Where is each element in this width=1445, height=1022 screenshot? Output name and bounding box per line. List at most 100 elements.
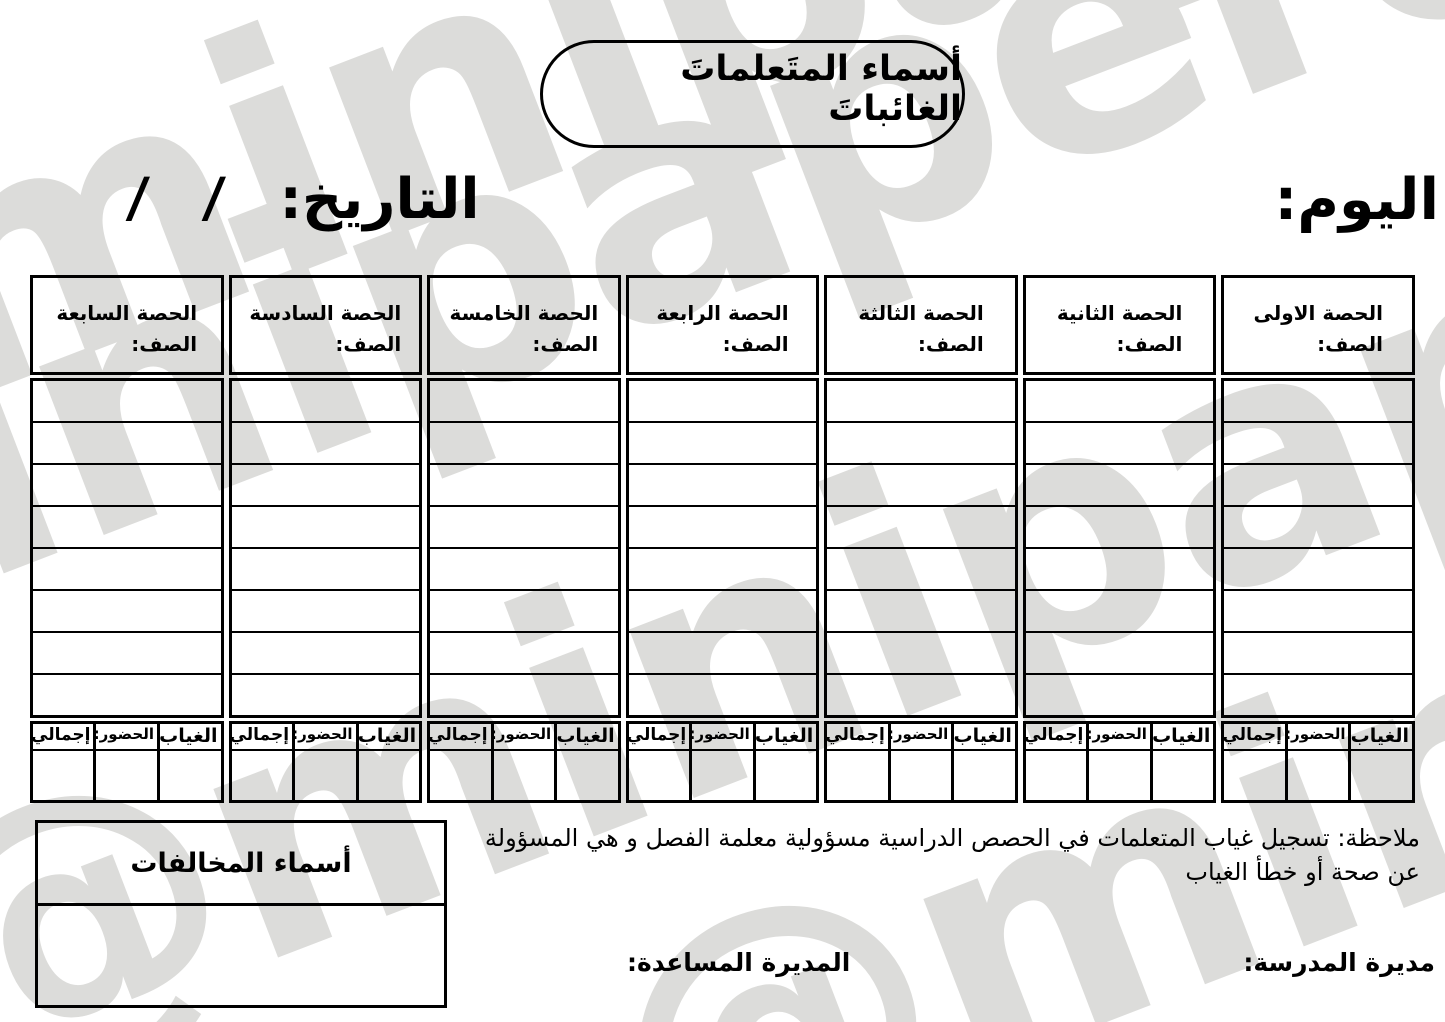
empty-name-row	[827, 633, 1015, 675]
total-value	[1026, 751, 1087, 800]
tally-row: الغياب: الحضور: إجمالي:	[228, 721, 423, 803]
absence-label: الغياب:	[1152, 724, 1214, 751]
empty-name-row	[430, 591, 618, 633]
empty-name-row	[231, 381, 420, 423]
total-value	[1224, 751, 1285, 800]
empty-name-row	[32, 591, 221, 633]
empty-name-row	[32, 633, 221, 675]
empty-name-row	[827, 423, 1015, 465]
empty-name-row	[430, 549, 618, 591]
absence-value	[359, 751, 420, 800]
empty-name-row	[827, 591, 1015, 633]
empty-name-row	[430, 633, 618, 675]
tally-row: الغياب: الحضور: إجمالي:	[1221, 721, 1415, 803]
empty-name-row	[1224, 633, 1412, 675]
empty-name-row	[231, 591, 420, 633]
total-cell: إجمالي:	[827, 724, 891, 800]
empty-name-row	[1025, 465, 1214, 507]
total-value	[827, 751, 888, 800]
attendance-label: الحضور:	[96, 724, 157, 751]
empty-name-row	[430, 381, 618, 423]
attendance-cell: الحضور:	[295, 724, 359, 800]
empty-name-row	[231, 423, 420, 465]
name-rows	[29, 378, 224, 718]
attendance-cell: الحضور:	[692, 724, 756, 800]
name-rows	[625, 378, 820, 718]
class-label: الصف:	[335, 332, 402, 356]
attendance-value	[1288, 751, 1349, 800]
attendance-value	[494, 751, 555, 800]
empty-name-row	[231, 549, 420, 591]
period-column-6: الحصة السادسة الصف: الغياب: الحضور: إجما…	[228, 275, 423, 803]
absence-label: الغياب:	[755, 724, 817, 751]
day-label: اليوم:	[1274, 167, 1439, 233]
class-label: الصف:	[1116, 332, 1183, 356]
period-column-3: الحصة الثالثة الصف: الغياب: الحضور: إجما…	[824, 275, 1018, 803]
empty-name-row	[32, 507, 221, 549]
date-slash: /	[124, 166, 152, 229]
date-slash: /	[200, 166, 227, 229]
attendance-label: الحضور:	[1287, 724, 1349, 751]
absence-label: الغياب:	[557, 724, 618, 751]
class-label: الصف:	[131, 332, 198, 356]
absence-value	[954, 751, 1015, 800]
empty-name-row	[1224, 465, 1412, 507]
attendance-value	[295, 751, 356, 800]
empty-name-row	[827, 507, 1015, 549]
total-cell: إجمالي:	[1224, 724, 1288, 800]
violations-box-title: أسماء المخالفات	[38, 823, 444, 906]
absence-value	[557, 751, 618, 800]
absence-value	[1351, 751, 1412, 800]
class-label: الصف:	[1317, 332, 1383, 356]
name-rows	[1022, 378, 1217, 718]
empty-name-row	[1025, 423, 1214, 465]
period-header: الحصة الرابعة الصف:	[625, 275, 820, 375]
period-header: الحصة الاولى الصف:	[1221, 275, 1415, 375]
empty-name-row	[629, 675, 817, 715]
period-name: الحصة السادسة	[249, 301, 402, 325]
total-cell: إجمالي:	[231, 724, 296, 800]
period-column-4: الحصة الرابعة الصف: الغياب: الحضور: إجما…	[625, 275, 820, 803]
period-header: الحصة الثالثة الصف:	[824, 275, 1018, 375]
attendance-label: الحضور:	[890, 724, 952, 751]
period-name: الحصة الاولى	[1253, 301, 1383, 325]
empty-name-row	[628, 591, 817, 633]
empty-name-row	[430, 423, 618, 465]
period-column-2: الحصة الثانية الصف: الغياب: الحضور: إجما…	[1022, 275, 1217, 803]
periods-table: الحصة الاولى الصف: الغياب: الحضور: إجمال…	[29, 275, 1415, 803]
empty-name-row	[1224, 423, 1412, 465]
attendance-value	[96, 751, 157, 800]
empty-name-row	[1025, 633, 1214, 675]
period-column-1: الحصة الاولى الصف: الغياب: الحضور: إجمال…	[1221, 275, 1415, 803]
total-label: إجمالي:	[1025, 724, 1087, 751]
name-rows	[228, 378, 423, 718]
absence-cell: الغياب:	[1152, 724, 1214, 800]
total-label: إجمالي:	[231, 724, 293, 751]
empty-name-row	[1025, 591, 1214, 633]
total-label: إجمالي:	[32, 724, 94, 751]
period-name: الحصة الخامسة	[449, 301, 599, 325]
empty-name-row	[1025, 549, 1214, 591]
empty-name-row	[231, 507, 420, 549]
empty-name-row	[827, 381, 1015, 423]
empty-name-row	[1026, 675, 1214, 715]
total-cell: إجمالي:	[1025, 724, 1090, 800]
violations-box-blank-area	[38, 906, 444, 1005]
name-rows	[1221, 378, 1415, 718]
empty-name-row	[231, 633, 420, 675]
note-text: ملاحظة: تسجيل غياب المتعلمات في الحصص ال…	[484, 824, 1420, 886]
attendance-value	[891, 751, 952, 800]
tally-row: الغياب: الحضور: إجمالي:	[1022, 721, 1217, 803]
empty-name-row	[1224, 381, 1412, 423]
absence-cell: الغياب:	[954, 724, 1015, 800]
total-cell: إجمالي:	[430, 724, 494, 800]
period-header: الحصة الثانية الصف:	[1022, 275, 1217, 375]
absence-cell: الغياب:	[1351, 724, 1412, 800]
period-header: الحصة السابعة الصف:	[29, 275, 224, 375]
absence-cell: الغياب:	[358, 724, 420, 800]
absence-cell: الغياب:	[755, 724, 817, 800]
empty-name-row	[827, 549, 1015, 591]
attendance-label: الحضور:	[493, 724, 555, 751]
period-name: الحصة السابعة	[56, 301, 198, 325]
period-name: الحصة الرابعة	[656, 301, 789, 325]
